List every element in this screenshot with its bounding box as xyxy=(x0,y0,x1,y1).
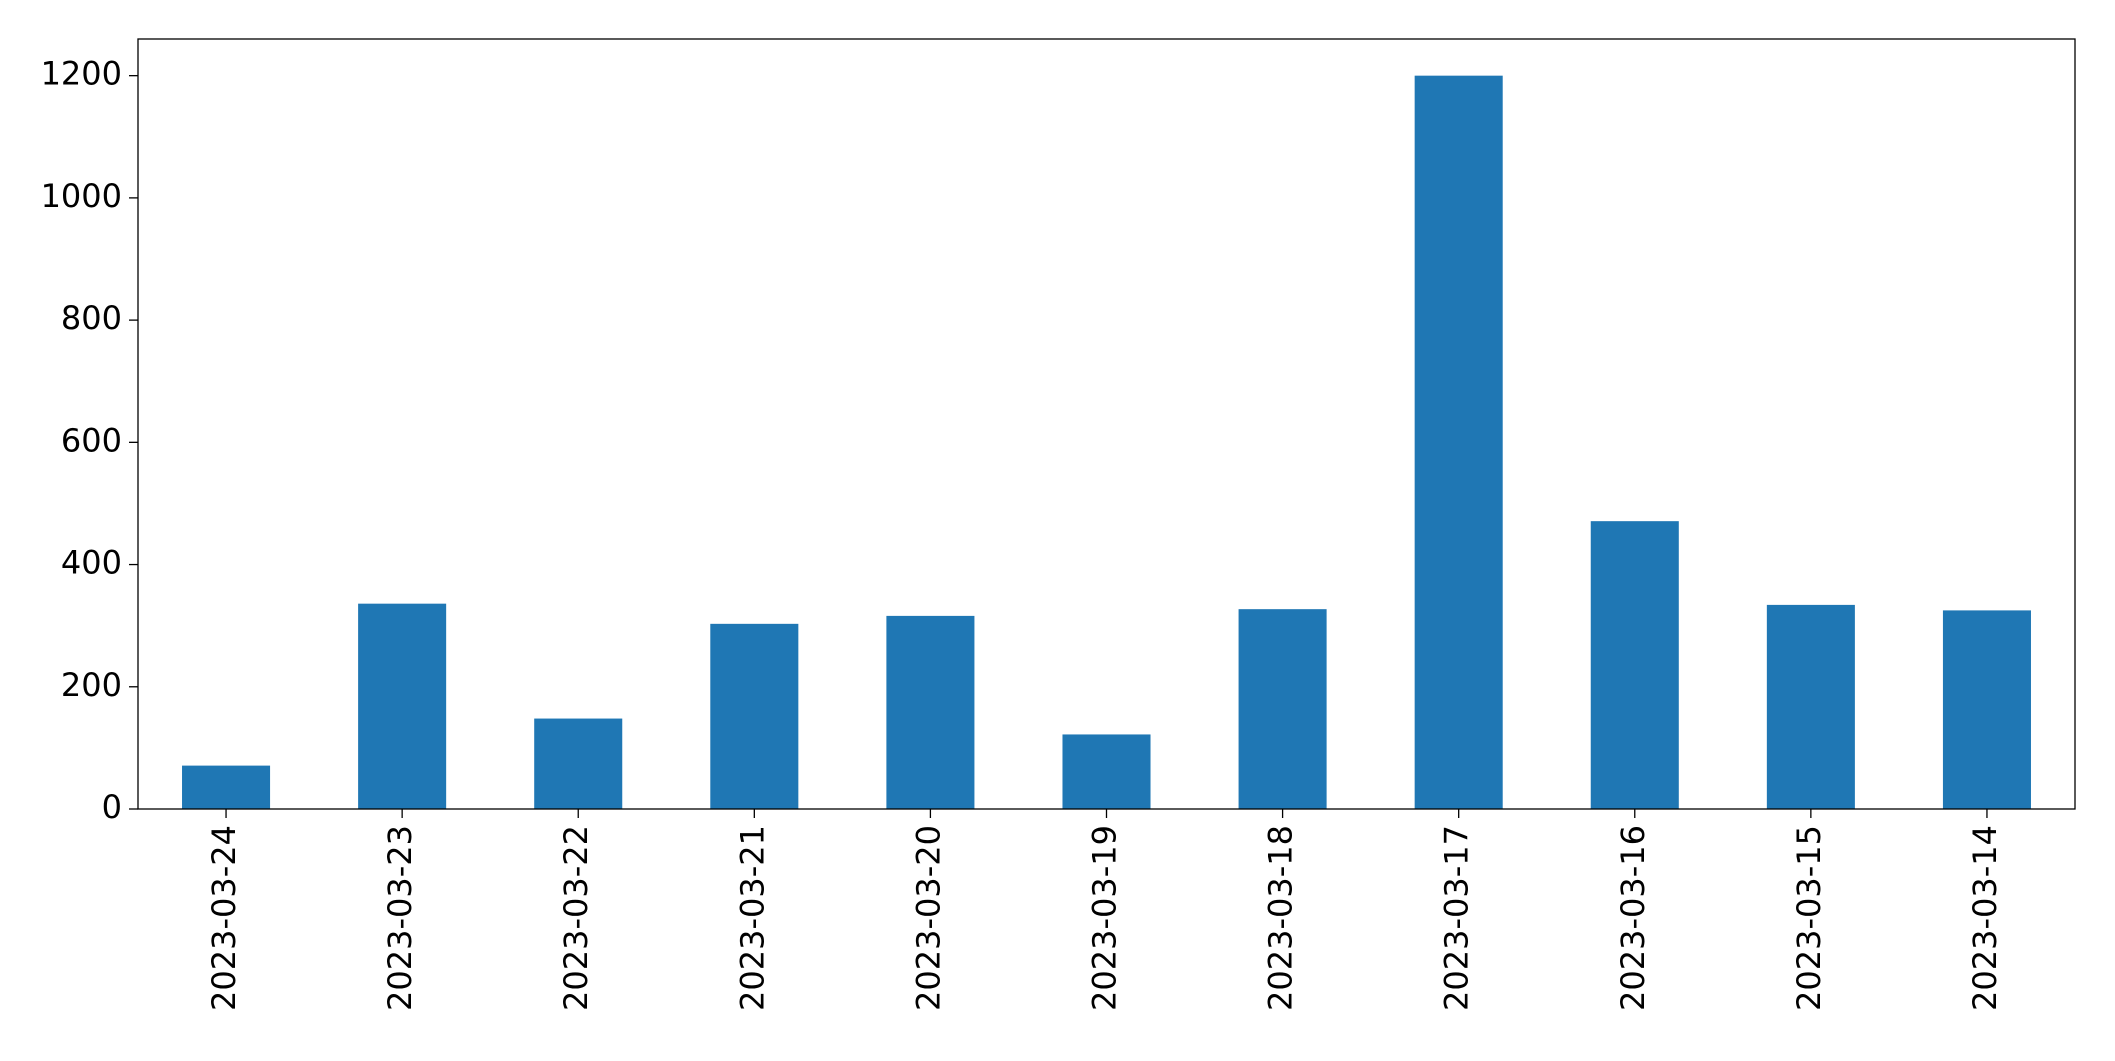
bar xyxy=(534,718,623,809)
bar xyxy=(1414,75,1503,809)
x-tick-label: 2023-03-18 xyxy=(1262,825,1300,1011)
x-tick-label: 2023-03-19 xyxy=(1086,825,1124,1011)
bar xyxy=(1238,609,1327,809)
y-tick-label: 200 xyxy=(61,666,122,704)
x-tick-label: 2023-03-15 xyxy=(1790,825,1828,1011)
bar xyxy=(1062,734,1151,809)
y-tick-label: 1000 xyxy=(41,177,122,215)
bar xyxy=(1590,521,1679,809)
bar xyxy=(886,615,975,809)
bar xyxy=(358,603,447,809)
y-tick-label: 0 xyxy=(102,788,122,826)
y-tick-label: 400 xyxy=(61,544,122,582)
x-tick-label: 2023-03-16 xyxy=(1614,825,1652,1011)
y-tick-label: 800 xyxy=(61,299,122,337)
bar xyxy=(182,765,271,809)
x-tick-label: 2023-03-22 xyxy=(557,825,595,1011)
bar xyxy=(1766,604,1855,809)
plot-frame xyxy=(137,38,2076,810)
x-tick-label: 2023-03-14 xyxy=(1966,825,2004,1011)
y-tick-label: 1200 xyxy=(41,55,122,93)
x-tick-label: 2023-03-21 xyxy=(733,825,771,1011)
y-tick-label: 600 xyxy=(61,421,122,459)
bar xyxy=(710,623,799,809)
x-tick-label: 2023-03-23 xyxy=(381,825,419,1011)
x-tick-label: 2023-03-17 xyxy=(1438,825,1476,1011)
x-tick-label: 2023-03-24 xyxy=(205,825,243,1011)
x-tick-label: 2023-03-20 xyxy=(909,825,947,1011)
bar xyxy=(1942,610,2031,809)
